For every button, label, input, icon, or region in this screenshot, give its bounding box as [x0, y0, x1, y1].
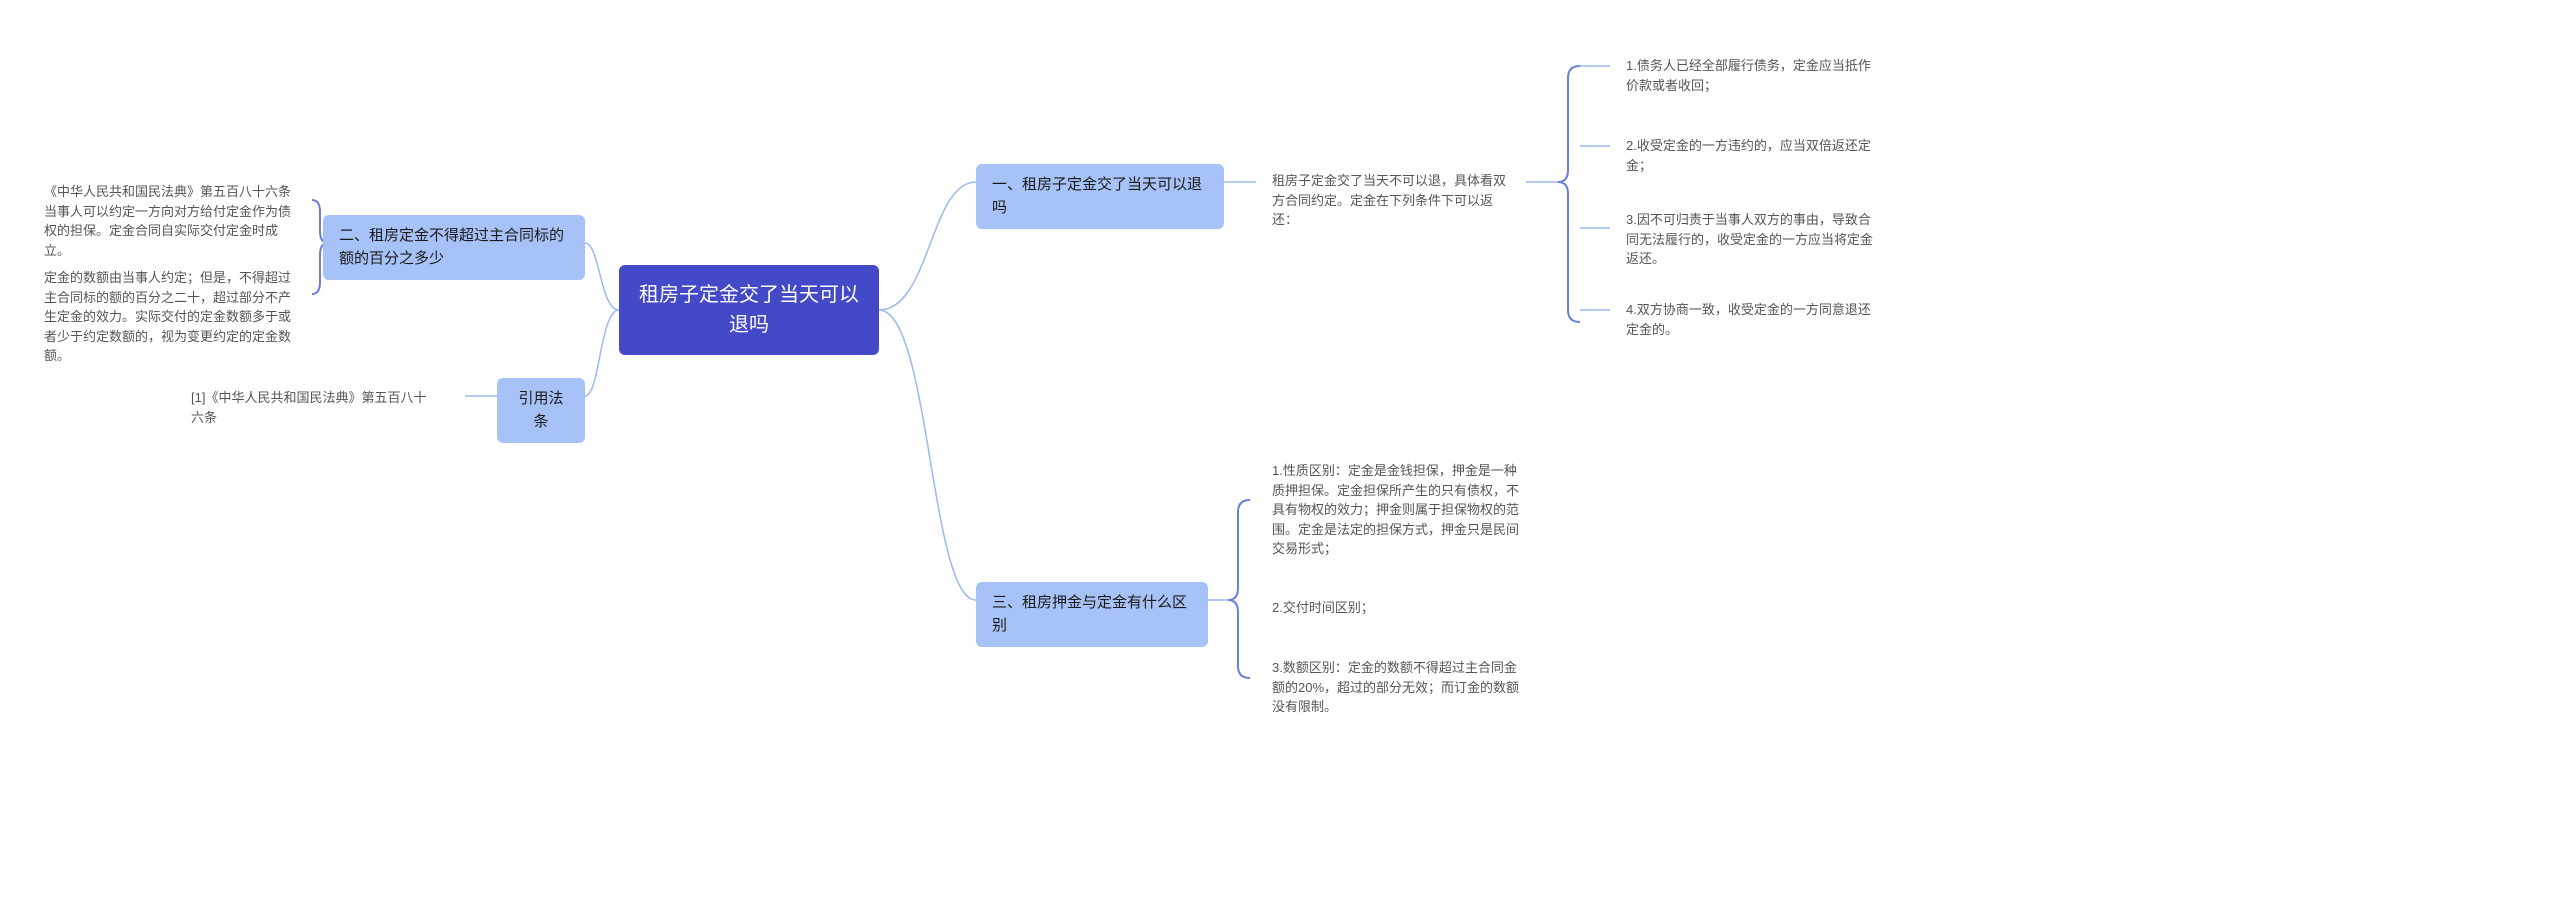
bracket [1558, 66, 1580, 322]
branch-r3: 三、租房押金与定金有什么区别 [976, 582, 1208, 647]
r3-c2-text: 2.交付时间区别； [1272, 600, 1374, 615]
connector [879, 182, 976, 310]
bracket [1228, 500, 1250, 678]
l2-c2-text: 定金的数额由当事人约定；但是，不得超过主合同标的额的百分之二十，超过部分不产生定… [44, 270, 291, 363]
l2-c1: 《中华人民共和国民法典》第五百八十六条当事人可以约定一方向对方给付定金作为债权的… [28, 172, 308, 270]
r1-gc1-text: 1.债务人已经全部履行债务，定金应当抵作价款或者收回； [1626, 58, 1871, 93]
r3-c2: 2.交付时间区别； [1256, 588, 1536, 628]
branch-lref: 引用法条 [497, 378, 585, 443]
connector [879, 310, 976, 600]
branch-r1: 一、租房子定金交了当天可以退吗 [976, 164, 1224, 229]
l2-c2: 定金的数额由当事人约定；但是，不得超过主合同标的额的百分之二十，超过部分不产生定… [28, 258, 308, 376]
root-node: 租房子定金交了当天可以退吗 [619, 265, 879, 355]
r3-c3-text: 3.数额区别：定金的数额不得超过主合同金额的20%，超过的部分无效；而订金的数额… [1272, 660, 1519, 714]
r1-gc1: 1.债务人已经全部履行债务，定金应当抵作价款或者收回； [1610, 46, 1890, 105]
r3-c3: 3.数额区别：定金的数额不得超过主合同金额的20%，超过的部分无效；而订金的数额… [1256, 648, 1536, 727]
l2-c1-text: 《中华人民共和国民法典》第五百八十六条当事人可以约定一方向对方给付定金作为债权的… [44, 184, 291, 258]
branch-r3-text: 三、租房押金与定金有什么区别 [992, 594, 1187, 634]
r1-gc4-text: 4.双方协商一致，收受定金的一方同意退还定金的。 [1626, 302, 1871, 337]
branch-l2: 二、租房定金不得超过主合同标的额的百分之多少 [323, 215, 585, 280]
root-text: 租房子定金交了当天可以退吗 [639, 280, 859, 340]
r3-c1-text: 1.性质区别：定金是金钱担保，押金是一种质押担保。定金担保所产生的只有债权，不具… [1272, 463, 1519, 556]
r1-gc3: 3.因不可归责于当事人双方的事由，导致合同无法履行的，收受定金的一方应当将定金返… [1610, 200, 1890, 279]
connector [585, 310, 619, 396]
r1-gc4: 4.双方协商一致，收受定金的一方同意退还定金的。 [1610, 290, 1890, 349]
r1-gc2-text: 2.收受定金的一方违约的，应当双倍返还定金； [1626, 138, 1871, 173]
r1-child-text: 租房子定金交了当天不可以退，具体看双方合同约定。定金在下列条件下可以返还： [1272, 173, 1506, 227]
connector [585, 243, 619, 310]
r3-c1: 1.性质区别：定金是金钱担保，押金是一种质押担保。定金担保所产生的只有债权，不具… [1256, 451, 1536, 569]
branch-l2-text: 二、租房定金不得超过主合同标的额的百分之多少 [339, 227, 564, 267]
lref-c1-text: [1]《中华人民共和国民法典》第五百八十六条 [191, 390, 426, 425]
branch-r1-text: 一、租房子定金交了当天可以退吗 [992, 176, 1202, 216]
r1-gc2: 2.收受定金的一方违约的，应当双倍返还定金； [1610, 126, 1890, 185]
r1-child: 租房子定金交了当天不可以退，具体看双方合同约定。定金在下列条件下可以返还： [1256, 161, 1526, 240]
lref-c1: [1]《中华人民共和国民法典》第五百八十六条 [175, 378, 455, 437]
branch-lref-text: 引用法条 [518, 390, 563, 430]
r1-gc3-text: 3.因不可归责于当事人双方的事由，导致合同无法履行的，收受定金的一方应当将定金返… [1626, 212, 1873, 266]
